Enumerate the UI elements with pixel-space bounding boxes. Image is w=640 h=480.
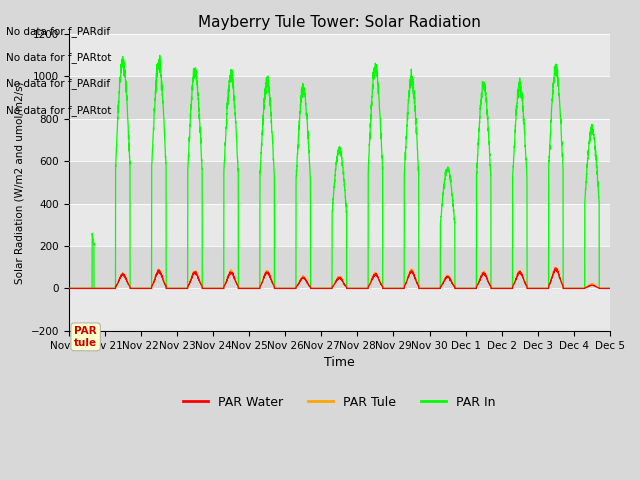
Y-axis label: Solar Radiation (W/m2 and umol/m2/s): Solar Radiation (W/m2 and umol/m2/s) [15,81,25,284]
Bar [68,288,610,331]
Bar [68,76,610,119]
Text: No data for f_PARdif: No data for f_PARdif [6,78,111,89]
Title: Mayberry Tule Tower: Solar Radiation: Mayberry Tule Tower: Solar Radiation [198,15,481,30]
Text: PAR
tule: PAR tule [74,326,97,348]
Text: No data for f_PARtot: No data for f_PARtot [6,105,112,116]
Bar [68,119,610,161]
Bar [68,246,610,288]
Text: No data for f_PARtot: No data for f_PARtot [6,52,112,63]
X-axis label: Time: Time [324,356,355,369]
Legend: PAR Water, PAR Tule, PAR In: PAR Water, PAR Tule, PAR In [178,391,500,413]
Bar [68,161,610,204]
Bar [68,34,610,76]
Bar [68,204,610,246]
Text: No data for f_PARdif: No data for f_PARdif [6,25,111,36]
